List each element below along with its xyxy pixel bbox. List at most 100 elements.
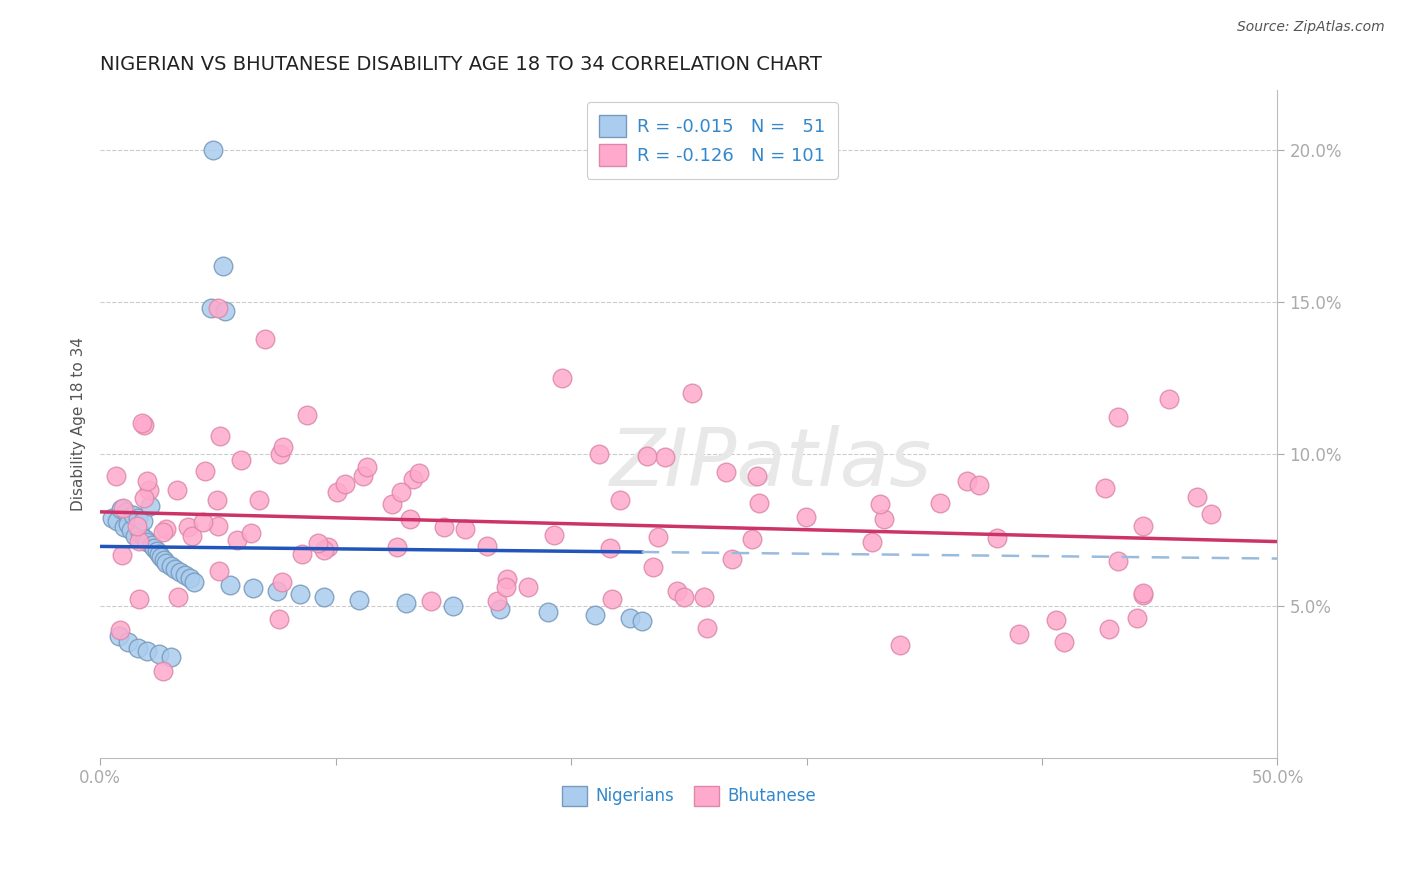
Point: [117, 635, 139, 649]
Point: [869, 498, 891, 512]
Y-axis label: Disability Age 18 to 34: Disability Age 18 to 34: [72, 336, 86, 510]
Point: [889, 638, 911, 652]
Point: [433, 520, 456, 534]
Point: [117, 516, 139, 531]
Point: [247, 493, 270, 508]
Point: [291, 547, 314, 561]
Point: [108, 629, 131, 643]
Point: [143, 541, 166, 555]
Point: [347, 592, 370, 607]
Point: [181, 528, 204, 542]
Point: [333, 476, 356, 491]
Point: [112, 501, 135, 516]
Point: [169, 566, 191, 580]
Point: [516, 580, 538, 594]
Point: [969, 478, 991, 492]
Point: [194, 465, 217, 479]
Point: [112, 520, 135, 534]
Point: [129, 525, 152, 540]
Point: [630, 614, 652, 628]
Point: [1098, 622, 1121, 636]
Point: [145, 544, 167, 558]
Point: [136, 535, 159, 549]
Point: [231, 452, 253, 467]
Point: [721, 552, 744, 566]
Point: [1132, 585, 1154, 599]
Point: [681, 386, 703, 401]
Point: [1199, 507, 1222, 521]
Point: [269, 447, 291, 461]
Point: [242, 581, 264, 595]
Point: [208, 564, 231, 578]
Point: [214, 304, 236, 318]
Point: [312, 543, 335, 558]
Point: [929, 496, 952, 510]
Point: [312, 590, 335, 604]
Point: [155, 522, 177, 536]
Point: [141, 538, 163, 552]
Point: [205, 493, 228, 508]
Point: [654, 450, 676, 464]
Point: [253, 332, 276, 346]
Point: [152, 524, 174, 539]
Point: [136, 644, 159, 658]
Point: [399, 512, 422, 526]
Point: [108, 623, 131, 637]
Point: [1157, 392, 1180, 407]
Point: [179, 572, 201, 586]
Point: [138, 483, 160, 497]
Point: [105, 514, 128, 528]
Point: [986, 531, 1008, 545]
Point: [408, 466, 430, 480]
Point: [636, 450, 658, 464]
Point: [110, 501, 132, 516]
Point: [269, 612, 291, 626]
Point: [211, 259, 233, 273]
Point: [104, 469, 127, 483]
Point: [127, 641, 149, 656]
Point: [1132, 519, 1154, 533]
Point: [1053, 634, 1076, 648]
Point: [122, 508, 145, 522]
Point: [543, 528, 565, 542]
Point: [495, 580, 517, 594]
Point: [226, 533, 249, 548]
Point: [200, 301, 222, 316]
Point: [745, 468, 768, 483]
Point: [600, 591, 623, 606]
Point: [307, 536, 329, 550]
Point: [131, 416, 153, 430]
Point: [316, 540, 339, 554]
Point: [1045, 613, 1067, 627]
Point: [1107, 410, 1129, 425]
Point: [148, 547, 170, 561]
Point: [583, 607, 606, 622]
Point: [619, 611, 641, 625]
Point: [290, 587, 312, 601]
Point: [208, 429, 231, 443]
Point: [167, 590, 190, 604]
Point: [174, 568, 197, 582]
Point: [872, 511, 894, 525]
Point: [202, 144, 225, 158]
Point: [402, 472, 425, 486]
Point: [136, 474, 159, 488]
Legend: Nigerians, Bhutanese: Nigerians, Bhutanese: [555, 779, 823, 813]
Point: [956, 474, 979, 488]
Text: Source: ZipAtlas.com: Source: ZipAtlas.com: [1237, 20, 1385, 34]
Point: [207, 519, 229, 533]
Point: [124, 529, 146, 543]
Point: [395, 596, 418, 610]
Point: [148, 648, 170, 662]
Point: [128, 533, 150, 548]
Point: [551, 371, 574, 385]
Point: [1185, 491, 1208, 505]
Point: [588, 447, 610, 461]
Point: [716, 465, 738, 479]
Point: [152, 553, 174, 567]
Point: [454, 522, 477, 536]
Point: [420, 594, 443, 608]
Point: [647, 530, 669, 544]
Point: [672, 590, 695, 604]
Point: [295, 409, 318, 423]
